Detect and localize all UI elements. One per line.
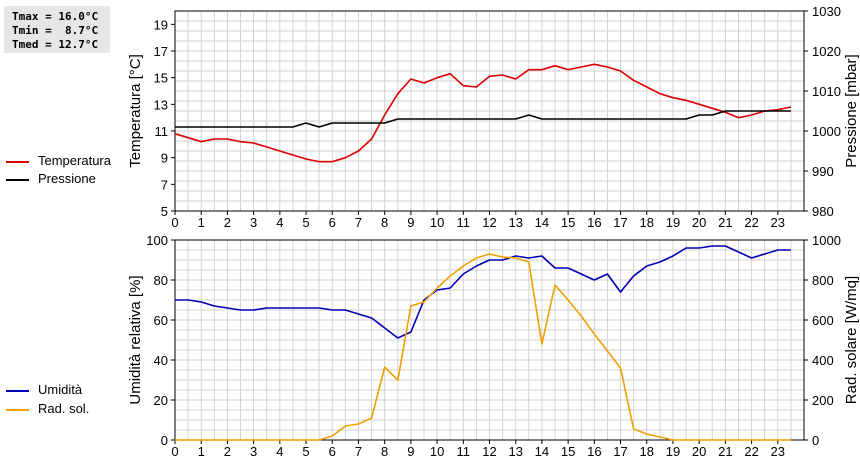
chart1-y-tick-label: 7 [161, 177, 168, 192]
chart1-y2-tick-label: 1020 [812, 44, 841, 59]
chart1-x-tick-label: 6 [329, 215, 336, 230]
chart2-x-tick-label: 2 [224, 444, 231, 459]
chart1-x-tick-label: 16 [587, 215, 601, 230]
chart1-x-tick-label: 12 [482, 215, 496, 230]
chart2-x-tick-label: 15 [561, 444, 575, 459]
stats-box: Tmax = 16.0°C Tmin = 8.7°C Tmed = 12.7°C [4, 6, 110, 53]
chart2-x-tick-label: 3 [250, 444, 257, 459]
legend-label: Rad. sol. [38, 401, 90, 416]
chart1-x-tick-label: 19 [666, 215, 680, 230]
chart1-x-tick-label: 10 [430, 215, 444, 230]
chart1-x-tick-label: 0 [171, 215, 178, 230]
chart2-y2-tick-label: 400 [812, 353, 834, 368]
chart1-x-tick-label: 23 [771, 215, 785, 230]
chart2-y2-tick-label: 200 [812, 393, 834, 408]
chart2-x-tick-label: 6 [329, 444, 336, 459]
chart2-y-tick-label: 60 [154, 313, 168, 328]
chart2-series-rad-sol-line [175, 253, 791, 441]
chart1-y2-tick-label: 1000 [812, 124, 841, 139]
chart1-y-tick-label: 15 [154, 71, 168, 86]
chart2-y2-tick-label: 800 [812, 273, 834, 288]
chart2-x-tick-label: 1 [198, 444, 205, 459]
tmin-text: Tmin = 8.7°C [12, 24, 99, 37]
chart2-y2-tick-label: 0 [812, 433, 819, 448]
chart2-x-tick-label: 12 [482, 444, 496, 459]
temperatura-swatch [6, 161, 29, 163]
chart1-y-tick-label: 11 [155, 124, 169, 139]
chart2-x-tick-label: 13 [508, 444, 522, 459]
chart2-x-tick-label: 11 [457, 444, 471, 459]
chart1-x-tick-label: 21 [718, 215, 732, 230]
chart2-y-tick-label: 80 [154, 273, 168, 288]
chart1-y2-tick-label: 1010 [812, 84, 841, 99]
chart2-x-tick-label: 9 [407, 444, 414, 459]
chart1-y2label: Pressione [mbar] [843, 54, 860, 167]
chart1-y2-tick-label: 1030 [812, 4, 841, 19]
umidita-swatch [6, 390, 29, 392]
chart1-x-tick-label: 11 [457, 215, 471, 230]
chart2-y-tick-label: 100 [146, 233, 168, 248]
chart1-x-tick-label: 2 [224, 215, 231, 230]
rad-sol-swatch [6, 409, 29, 411]
chart2-x-tick-label: 7 [355, 444, 362, 459]
chart2-x-tick-label: 0 [171, 444, 178, 459]
chart1-x-tick-label: 15 [561, 215, 575, 230]
chart2-x-tick-label: 4 [276, 444, 283, 459]
chart2-series-umidit-line [175, 245, 791, 339]
chart2-x-tick-label: 23 [771, 444, 785, 459]
chart1-x-tick-label: 5 [302, 215, 309, 230]
chart2-y2-tick-label: 1000 [812, 233, 841, 248]
chart1-y-tick-label: 9 [161, 151, 168, 166]
chart2-x-tick-label: 19 [666, 444, 680, 459]
chart1-x-tick-label: 13 [508, 215, 522, 230]
legend-label: Temperatura [38, 153, 111, 168]
chart2-x-tick-label: 14 [535, 444, 549, 459]
chart1-x-tick-label: 3 [250, 215, 257, 230]
chart1-x-tick-label: 7 [355, 215, 362, 230]
chart2-y2-tick-label: 600 [812, 313, 834, 328]
chart1-x-tick-label: 18 [640, 215, 654, 230]
chart1-x-tick-label: 1 [198, 215, 205, 230]
chart1-y-tick-label: 17 [154, 44, 168, 59]
chart2-y2label: Rad. solare [W/mq] [843, 276, 860, 404]
chart1-y-tick-label: 5 [161, 204, 168, 219]
chart1-x-tick-label: 9 [407, 215, 414, 230]
chart2-x-tick-label: 22 [744, 444, 758, 459]
chart1-x-tick-label: 17 [613, 215, 627, 230]
chart2-ylabel: Umidità relativa [%] [127, 275, 144, 404]
chart1-x-tick-label: 14 [535, 215, 549, 230]
legend-label: Umidità [38, 382, 83, 397]
chart1-ylabel: Temperatura [°C] [127, 54, 144, 168]
chart2-x-tick-label: 20 [692, 444, 706, 459]
chart2-x-tick-label: 18 [640, 444, 654, 459]
chart2-y-tick-label: 20 [154, 393, 168, 408]
legend-label: Pressione [38, 171, 96, 186]
chart2-x-tick-label: 16 [587, 444, 601, 459]
chart1-y2-tick-label: 980 [812, 204, 834, 219]
chart2-y-tick-label: 40 [154, 353, 168, 368]
chart2-x-tick-label: 5 [302, 444, 309, 459]
chart1-series-pressione-line [175, 110, 791, 128]
chart1-series-temperatura-line [174, 63, 792, 163]
chart2-x-tick-label: 8 [381, 444, 388, 459]
chart1-x-tick-label: 4 [276, 215, 283, 230]
chart2-x-tick-label: 10 [430, 444, 444, 459]
chart2-y-tick-label: 0 [161, 433, 168, 448]
tmed-text: Tmed = 12.7°C [12, 38, 99, 51]
pressione-swatch [6, 179, 29, 181]
chart2-x-tick-label: 17 [613, 444, 627, 459]
chart1-y2-tick-label: 990 [812, 164, 834, 179]
chart1-x-tick-label: 8 [381, 215, 388, 230]
chart1-x-tick-label: 20 [692, 215, 706, 230]
tmax-text: Tmax = 16.0°C [12, 10, 99, 23]
chart2-x-tick-label: 21 [718, 444, 732, 459]
chart1-y-tick-label: 13 [154, 97, 168, 112]
chart1-x-tick-label: 22 [744, 215, 758, 230]
chart1-y-tick-label: 19 [154, 17, 168, 32]
